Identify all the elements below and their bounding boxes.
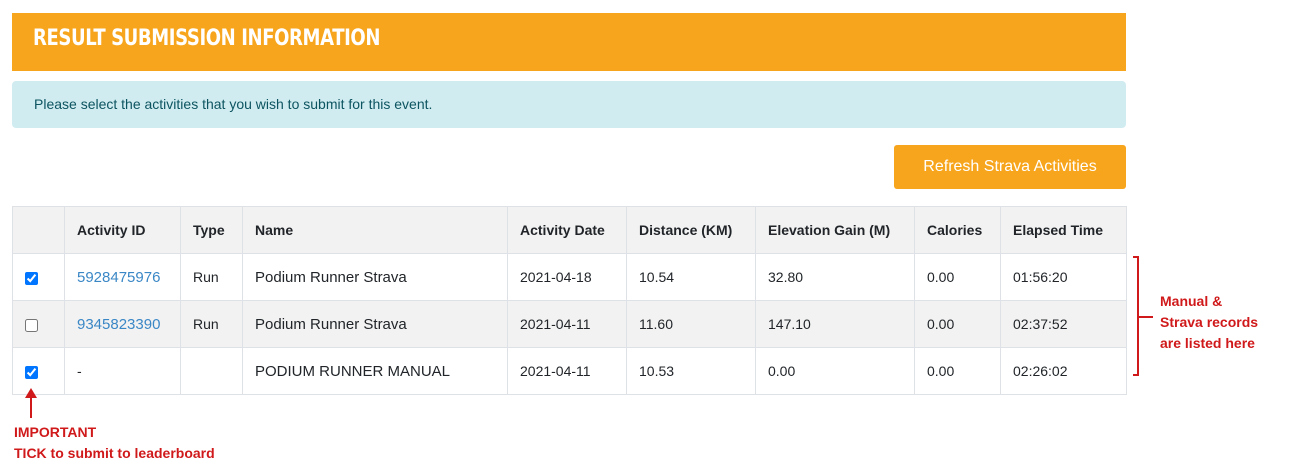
table-row: 5928475976 Run Podium Runner Strava 2021-04… xyxy=(12,253,1127,301)
type-cell xyxy=(180,347,243,395)
annotation-records-line2: Strava records xyxy=(1160,314,1259,330)
column-header-name[interactable]: Name xyxy=(242,206,508,254)
column-header-select xyxy=(12,206,65,254)
elevation-gain-cell: 0.00 xyxy=(755,347,915,395)
table-row: - PODIUM RUNNER MANUAL 2021-04-11 10.53 0.00… xyxy=(12,347,1127,395)
calories-cell: 0.00 xyxy=(914,253,1001,301)
type-cell: Run xyxy=(180,253,243,301)
activity-id-cell: 5928475976 xyxy=(64,253,181,301)
elapsed-time-cell: 02:26:02 xyxy=(1000,347,1127,395)
distance-cell: 10.53 xyxy=(626,347,756,395)
annotation-records-line1: Manual & xyxy=(1160,293,1223,309)
calories-cell: 0.00 xyxy=(914,347,1001,395)
elapsed-time-cell: 01:56:20 xyxy=(1000,253,1127,301)
refresh-strava-button[interactable]: Refresh Strava Activities xyxy=(894,145,1126,189)
arrow-up-icon xyxy=(25,388,37,398)
column-header-activity-id[interactable]: Activity ID xyxy=(64,206,181,254)
activity-id-link[interactable]: 5928475976 xyxy=(77,268,161,286)
select-activity-checkbox[interactable] xyxy=(25,271,38,285)
activity-id-cell: - xyxy=(64,347,181,395)
activity-id-text: - xyxy=(77,363,82,379)
elapsed-time-cell: 02:37:52 xyxy=(1000,300,1127,348)
calories-cell: 0.00 xyxy=(914,300,1001,348)
info-alert-text: Please select the activities that you wi… xyxy=(34,96,433,112)
name-cell: PODIUM RUNNER MANUAL xyxy=(242,347,508,395)
column-header-calories[interactable]: Calories xyxy=(914,206,1001,254)
annotation-records-line3: are listed here xyxy=(1160,335,1255,351)
column-header-elevation-gain[interactable]: Elevation Gain (M) xyxy=(755,206,915,254)
annotation-records-note: Manual & Strava records are listed here xyxy=(1160,291,1258,354)
distance-cell: 11.60 xyxy=(626,300,756,348)
activity-id-cell: 9345823390 xyxy=(64,300,181,348)
distance-cell: 10.54 xyxy=(626,253,756,301)
section-title: RESULT SUBMISSION INFORMATION xyxy=(33,26,381,51)
table-row: 9345823390 Run Podium Runner Strava 2021-04… xyxy=(12,300,1127,348)
annotation-tick-line2: TICK to submit to leaderboard xyxy=(14,445,215,461)
activities-table: Activity ID Type Name Activity Date Dist… xyxy=(12,206,1127,395)
select-cell xyxy=(12,300,65,348)
column-header-distance[interactable]: Distance (KM) xyxy=(626,206,756,254)
select-activity-checkbox[interactable] xyxy=(25,318,38,332)
annotation-bracket xyxy=(1133,256,1139,376)
annotation-arrow-shaft xyxy=(30,396,32,418)
activity-date-cell: 2021-04-18 xyxy=(507,253,627,301)
activity-id-link[interactable]: 9345823390 xyxy=(77,315,161,333)
column-header-type[interactable]: Type xyxy=(180,206,243,254)
activity-date-cell: 2021-04-11 xyxy=(507,300,627,348)
table-header-row: Activity ID Type Name Activity Date Dist… xyxy=(12,206,1127,254)
name-cell: Podium Runner Strava xyxy=(242,253,508,301)
elevation-gain-cell: 147.10 xyxy=(755,300,915,348)
annotation-tick-note: IMPORTANT TICK to submit to leaderboard xyxy=(14,422,215,464)
name-cell: Podium Runner Strava xyxy=(242,300,508,348)
section-header: RESULT SUBMISSION INFORMATION xyxy=(12,13,1126,71)
info-alert: Please select the activities that you wi… xyxy=(12,81,1126,128)
select-cell xyxy=(12,347,65,395)
select-activity-checkbox[interactable] xyxy=(25,365,38,379)
column-header-elapsed-time[interactable]: Elapsed Time xyxy=(1000,206,1127,254)
annotation-bracket-tick xyxy=(1139,316,1153,318)
type-cell: Run xyxy=(180,300,243,348)
elevation-gain-cell: 32.80 xyxy=(755,253,915,301)
annotation-tick-line1: IMPORTANT xyxy=(14,424,97,440)
column-header-activity-date[interactable]: Activity Date xyxy=(507,206,627,254)
activity-date-cell: 2021-04-11 xyxy=(507,347,627,395)
select-cell xyxy=(12,253,65,301)
